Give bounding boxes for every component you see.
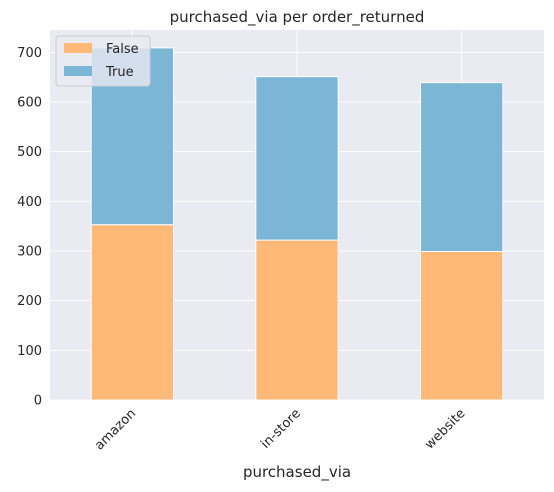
y-tick-label: 700 — [17, 46, 42, 61]
legend-label-true: True — [105, 65, 134, 80]
y-tick-labels: 0 100 200 300 400 500 600 700 — [17, 46, 42, 409]
x-tick-labels: amazon in-store website — [92, 406, 468, 453]
bars — [90, 47, 504, 401]
legend-label-false: False — [106, 42, 139, 57]
x-axis-label: purchased_via — [243, 463, 351, 482]
y-tick-label: 0 — [34, 394, 42, 409]
y-tick-label: 300 — [17, 245, 42, 260]
bar-in-store-true — [255, 76, 339, 241]
x-tick-label: amazon — [92, 406, 139, 453]
legend-swatch-true — [64, 66, 92, 76]
y-tick-label: 400 — [17, 195, 42, 210]
bar-in-store-false — [255, 239, 339, 401]
y-tick-label: 200 — [17, 294, 42, 309]
y-tick-label: 500 — [17, 145, 42, 160]
y-tick-label: 600 — [17, 96, 42, 111]
bar-amazon-false — [90, 224, 174, 401]
legend: False True — [55, 35, 151, 87]
legend-swatch-false — [64, 43, 92, 53]
x-tick-label: in-store — [258, 406, 304, 452]
chart-title: purchased_via per order_returned — [170, 8, 425, 27]
bar-website-false — [420, 251, 504, 401]
x-tick-label: website — [422, 406, 468, 452]
y-tick-label: 100 — [17, 344, 42, 359]
bar-website-true — [420, 82, 504, 253]
